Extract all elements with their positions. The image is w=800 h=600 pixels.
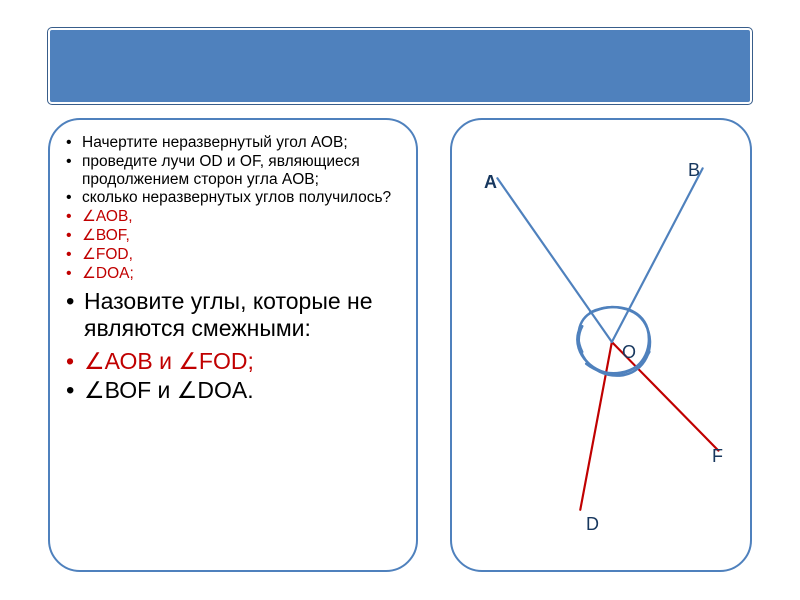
diagram-panel: A B O D F [450, 118, 752, 572]
answer-item-1: • ∠АОВ и ∠FOD; [64, 347, 404, 375]
task-text: проведите лучи OD и OF, являющиеся продо… [82, 153, 404, 190]
angle-item-1: • ∠АОВ, [64, 208, 404, 227]
title-bar [48, 28, 752, 104]
bullet-icon: • [64, 153, 82, 172]
angle-text: ∠FOD, [82, 246, 404, 264]
task-text: сколько неразвернутых углов получилось? [82, 189, 404, 207]
label-f: F [712, 446, 723, 467]
question-item: • Назовите углы, которые не являются сме… [64, 288, 404, 343]
bullet-icon: • [64, 246, 82, 265]
task-item-1: • Начертите неразвернутый угол АОВ; [64, 134, 404, 153]
angle-text: ∠DOA; [82, 265, 404, 283]
angle-text: ∠ВОF, [82, 227, 404, 245]
content-list: • Начертите неразвернутый угол АОВ; • пр… [64, 134, 404, 406]
left-panel: • Начертите неразвернутый угол АОВ; • пр… [48, 118, 418, 572]
answer-text: ∠АОВ и ∠FOD; [84, 347, 404, 375]
angle-item-3: • ∠FOD, [64, 246, 404, 265]
answer-item-2: • ∠ВОF и ∠DOA. [64, 377, 404, 406]
label-d: D [586, 514, 599, 535]
label-b: B [688, 160, 700, 181]
task-item-2: • проведите лучи OD и OF, являющиеся про… [64, 153, 404, 190]
label-a: A [484, 172, 497, 193]
question-text: Назовите углы, которые не являются смежн… [84, 288, 404, 343]
angle-item-2: • ∠ВОF, [64, 227, 404, 246]
label-o: O [622, 342, 636, 363]
answer-text: ∠ВОF и ∠DOA. [84, 377, 404, 405]
bullet-icon: • [64, 377, 84, 406]
bullet-icon: • [64, 189, 82, 208]
angle-text: ∠АОВ, [82, 208, 404, 226]
bullet-icon: • [64, 288, 84, 317]
bullet-icon: • [64, 265, 82, 284]
bullet-icon: • [64, 134, 82, 153]
task-item-3: • сколько неразвернутых углов получилось… [64, 189, 404, 208]
angle-item-4: • ∠DOA; [64, 265, 404, 284]
task-text: Начертите неразвернутый угол АОВ; [82, 134, 404, 152]
bullet-icon: • [64, 208, 82, 227]
bullet-icon: • [64, 347, 84, 375]
bullet-icon: • [64, 227, 82, 246]
